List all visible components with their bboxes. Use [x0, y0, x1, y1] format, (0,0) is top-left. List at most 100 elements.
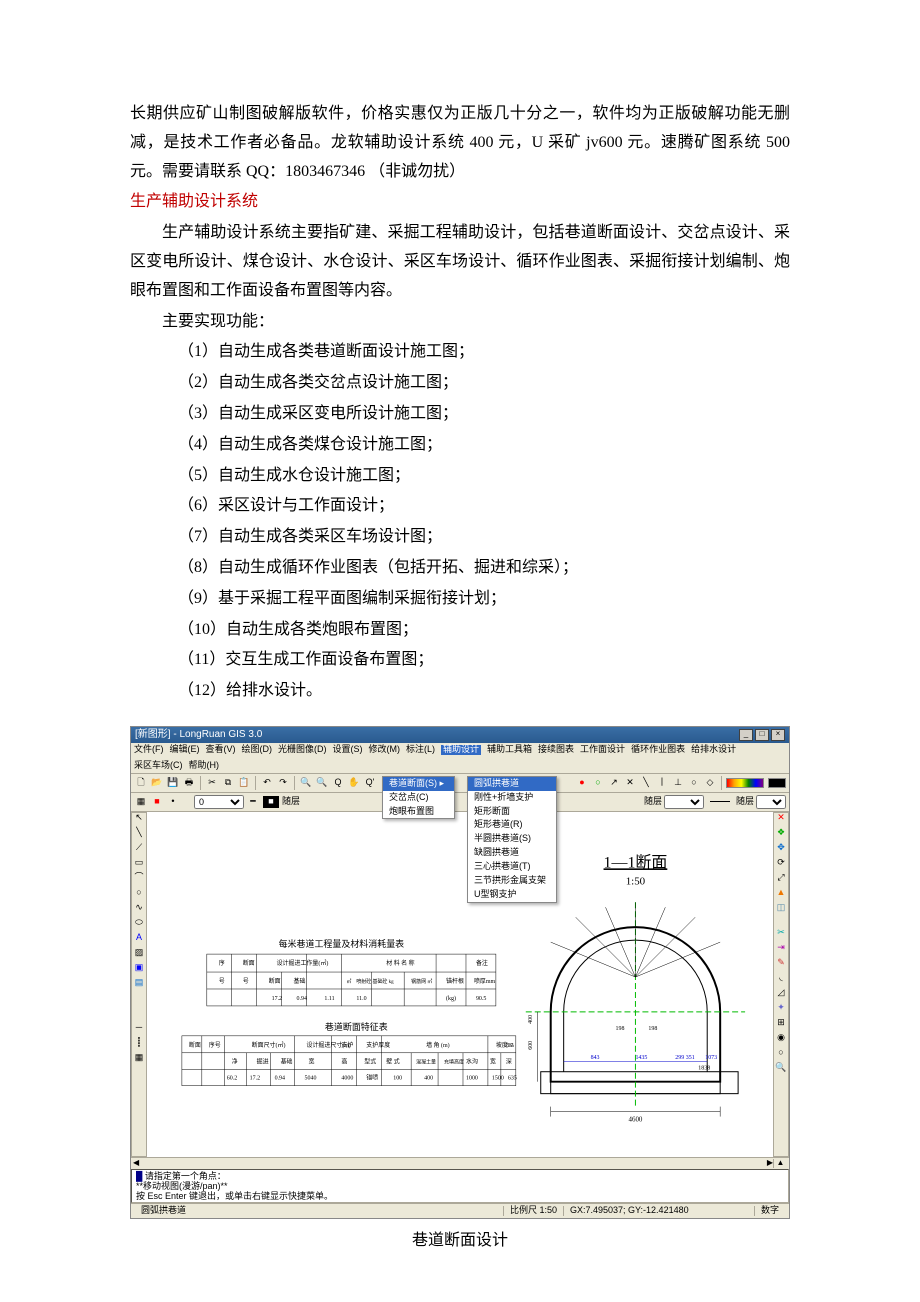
text-a-icon[interactable]: A — [132, 933, 146, 948]
menu-item[interactable]: 编辑(E) — [170, 745, 200, 755]
hscroll[interactable]: ◀▶ ▲ — [131, 1157, 789, 1169]
style-select[interactable] — [664, 795, 704, 809]
menu-item[interactable]: 查看(V) — [206, 745, 236, 755]
submenu-item[interactable]: 三心拱巷道(T) — [468, 860, 556, 874]
block-icon[interactable]: ▣ — [132, 963, 146, 978]
menu-item[interactable]: 工作面设计 — [580, 745, 625, 755]
print-icon[interactable]: 🖶 — [182, 776, 196, 790]
save-icon[interactable]: 💾 — [166, 776, 180, 790]
red-sq-icon[interactable]: ■ — [150, 795, 164, 809]
menu-item[interactable]: 修改(M) — [369, 745, 401, 755]
toolbar-layer[interactable]: ▦ ■ • 0 ━ ■ 随层 随层 随层 — [131, 793, 789, 812]
fillet-icon[interactable]: ◟ — [774, 973, 788, 988]
menu-item[interactable]: 循环作业图表 — [631, 745, 685, 755]
close-button[interactable]: × — [771, 729, 785, 741]
line-h-icon[interactable]: ─ — [132, 1023, 146, 1038]
menu-item[interactable]: 采区车场(C) — [134, 761, 183, 771]
submenu-item[interactable]: 矩形巷道(R) — [468, 818, 556, 832]
trim-icon[interactable]: ✂ — [774, 928, 788, 943]
toolbar-main[interactable]: 🗋 📂 💾 🖶 ✂ ⧉ 📋 ↶ ↷ 🔍 🔍 Q ✋ Q' ● ○ ↗ ✕ ╲ 丨… — [131, 774, 789, 793]
del-icon[interactable]: ✕ — [774, 813, 788, 828]
line-style-icon[interactable]: ━ — [246, 795, 260, 809]
zoom-icon[interactable]: Q' — [363, 776, 377, 790]
menu-item[interactable]: 标注(L) — [406, 745, 435, 755]
array-icon[interactable]: ⊞ — [774, 1018, 788, 1033]
polyline-icon[interactable]: ⟋ — [132, 843, 146, 858]
menu-blast[interactable]: 炮眼布置图 — [383, 805, 454, 819]
menu-item[interactable]: 给排水设计 — [691, 745, 736, 755]
undo-icon[interactable]: ↶ — [260, 776, 274, 790]
command-area[interactable]: █ 请指定第一个角点： **移动视图(漫游/pan)** 按 Esc Enter… — [131, 1169, 789, 1203]
menu-item[interactable]: 辅助设计 — [441, 745, 481, 755]
hatch-icon[interactable]: ▨ — [132, 948, 146, 963]
copy-icon[interactable]: ⧉ — [221, 776, 235, 790]
circle-tool-icon[interactable]: ○ — [132, 888, 146, 903]
zoom-ext-icon[interactable]: Q — [331, 776, 345, 790]
line-icon[interactable]: ╲ — [639, 776, 653, 790]
cut-icon[interactable]: ✂ — [205, 776, 219, 790]
marker-green-icon[interactable]: ○ — [591, 776, 605, 790]
menu-item[interactable]: 帮助(H) — [189, 761, 220, 771]
layer-select[interactable]: 0 — [194, 795, 244, 809]
pointer-icon[interactable]: ↖ — [132, 813, 146, 828]
scale-icon[interactable]: ⤢ — [774, 873, 788, 888]
submenu-item[interactable]: 缺圆拱巷道 — [468, 846, 556, 860]
right-toolbox[interactable]: ✕ ❖ ✥ ⟳ ⤢ ▲ ◫ ✂ ⇥ ✎ ◟ ◿ ✦ ⊞ ◉ ○ 🔍 — [773, 812, 789, 1157]
chamfer-icon[interactable]: ◿ — [774, 988, 788, 1003]
offset-icon[interactable]: ◫ — [774, 903, 788, 918]
copy2-icon[interactable]: ❖ — [774, 828, 788, 843]
redo-icon[interactable]: ↷ — [276, 776, 290, 790]
zoom-in-icon[interactable]: 🔍 — [299, 776, 313, 790]
open-icon[interactable]: 📂 — [150, 776, 164, 790]
menu-junction[interactable]: 交岔点(C) — [383, 791, 454, 805]
x-icon[interactable]: ✕ — [623, 776, 637, 790]
spline-icon[interactable]: ∿ — [132, 903, 146, 918]
mirror-icon[interactable]: ▲ — [774, 888, 788, 903]
max-button[interactable]: □ — [755, 729, 769, 741]
menu-item[interactable]: 光栅图像(D) — [278, 745, 327, 755]
rotate-icon[interactable]: ⟳ — [774, 858, 788, 873]
submenu-item[interactable]: U型钢支护 — [468, 888, 556, 902]
black-box-icon[interactable]: ■ — [262, 795, 280, 809]
rect-tool-icon[interactable]: ▭ — [132, 858, 146, 873]
misc1-icon[interactable]: ◉ — [774, 1033, 788, 1048]
extend-icon[interactable]: ⇥ — [774, 943, 788, 958]
submenu-item[interactable]: 三节拱形金属支架 — [468, 874, 556, 888]
arrow-icon[interactable]: ↗ — [607, 776, 621, 790]
move-icon[interactable]: ✥ — [774, 843, 788, 858]
min-button[interactable]: _ — [739, 729, 753, 741]
ellipse-icon[interactable]: ⬭ — [132, 918, 146, 933]
menu-item[interactable]: 辅助工具箱 — [487, 745, 532, 755]
marker-red-icon[interactable]: ● — [575, 776, 589, 790]
color-black[interactable] — [768, 778, 786, 788]
grid-icon[interactable]: ▦ — [132, 1053, 146, 1068]
insert-icon[interactable]: ▤ — [132, 978, 146, 993]
menu-item[interactable]: 绘图(D) — [242, 745, 273, 755]
line2-icon[interactable]: 丨 — [655, 776, 669, 790]
menu-item[interactable]: 文件(F) — [134, 745, 164, 755]
submenu-level2[interactable]: 圆弧拱巷道刚性+折墙支护矩形断面矩形巷道(R)半圆拱巷道(S)缺圆拱巷道三心拱巷… — [467, 776, 557, 903]
paste-icon[interactable]: 📋 — [237, 776, 251, 790]
menu-section[interactable]: 巷道断面(S) ▸ — [383, 777, 454, 791]
color-bar[interactable] — [726, 778, 764, 788]
arc-tool-icon[interactable]: ⌒ — [132, 873, 146, 888]
submenu-item[interactable]: 刚性+折墙支护 — [468, 791, 556, 805]
layer-icon[interactable]: ▦ — [134, 795, 148, 809]
submenu-level1[interactable]: 巷道断面(S) ▸ 交岔点(C) 炮眼布置图 — [382, 776, 455, 820]
misc2-icon[interactable]: ○ — [774, 1048, 788, 1063]
menu-item[interactable]: 接续图表 — [538, 745, 574, 755]
new-icon[interactable]: 🗋 — [134, 776, 148, 790]
submenu-item[interactable]: 圆弧拱巷道 — [468, 777, 556, 791]
line-tool-icon[interactable]: ╲ — [132, 828, 146, 843]
zoom2-icon[interactable]: 🔍 — [774, 1063, 788, 1078]
menubar[interactable]: 文件(F) 编辑(E) 查看(V) 绘图(D) 光栅图像(D) 设置(S) 修改(M) 标注(… — [131, 743, 789, 774]
explode-icon[interactable]: ✦ — [774, 1003, 788, 1018]
circ-icon[interactable]: ○ — [687, 776, 701, 790]
pan-icon[interactable]: ✋ — [347, 776, 361, 790]
drawing-canvas[interactable]: 巷道断面(S) ▸ 交岔点(C) 炮眼布置图 圆弧拱巷道刚性+折墙支护矩形断面矩… — [147, 812, 773, 1157]
submenu-item[interactable]: 矩形断面 — [468, 805, 556, 819]
diam-icon[interactable]: ◇ — [703, 776, 717, 790]
menu-item[interactable]: 设置(S) — [333, 745, 363, 755]
break-icon[interactable]: ✎ — [774, 958, 788, 973]
submenu-item[interactable]: 半圆拱巷道(S) — [468, 832, 556, 846]
